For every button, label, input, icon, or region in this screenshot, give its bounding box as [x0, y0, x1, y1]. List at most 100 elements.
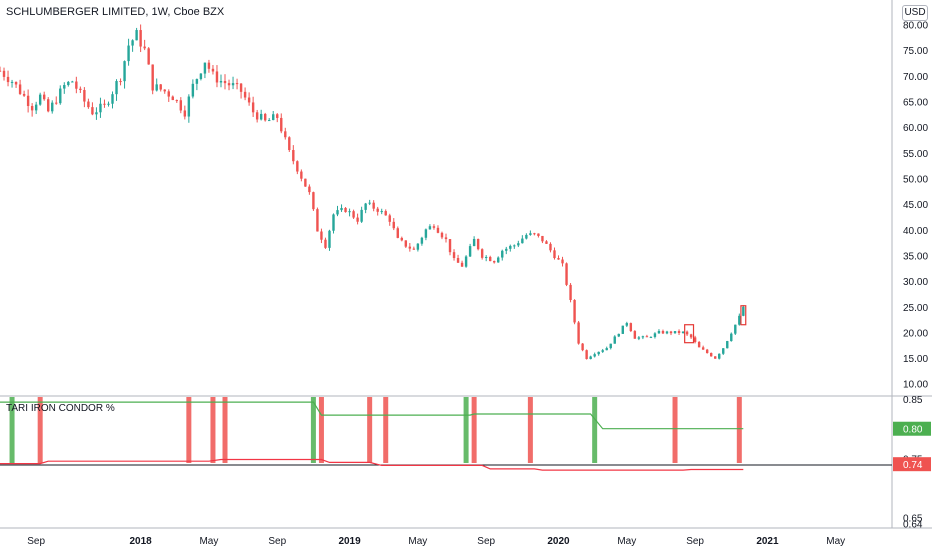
candle-body [525, 234, 528, 239]
candle-body [59, 88, 62, 104]
candle-body [227, 83, 231, 86]
signal-bar-red [672, 397, 678, 463]
signal-bar-red [383, 397, 389, 463]
time-tick-label: Sep [686, 536, 704, 547]
price-tick-label: 65.00 [903, 98, 928, 109]
candle-body [223, 80, 227, 84]
candle-body [742, 306, 745, 316]
candle-body [709, 353, 713, 357]
candle-body [601, 350, 604, 352]
candle-body [714, 356, 717, 359]
candle-body [605, 348, 608, 351]
candle-body [139, 30, 142, 47]
candle-body [324, 239, 327, 248]
price-tick-label: 10.00 [903, 380, 928, 391]
candle-body [657, 330, 661, 334]
candle-body [207, 62, 211, 69]
candle-body [71, 81, 74, 83]
candle-body [420, 237, 424, 244]
candle-body [91, 107, 94, 115]
candle-body [51, 102, 54, 112]
candle-body [404, 240, 408, 247]
candle-body [292, 150, 295, 162]
time-tick-label: 2021 [756, 536, 779, 547]
candle-body [30, 106, 34, 111]
indicator-tick-label: 0.64 [903, 519, 923, 530]
price-tick-label: 70.00 [903, 72, 928, 83]
candle-body [211, 68, 215, 72]
candle-body [6, 76, 10, 83]
candle-body [87, 101, 90, 108]
candle-body [195, 79, 199, 84]
signal-bar-green [310, 397, 316, 463]
candle-body [718, 353, 721, 359]
candle-body [460, 262, 464, 267]
candle-body [513, 245, 516, 247]
candle-body [356, 217, 359, 222]
candle-body [103, 103, 106, 105]
candle-body [26, 95, 30, 107]
time-tick-label: 2018 [130, 536, 153, 547]
candle-body [336, 210, 339, 215]
price-tick-label: 40.00 [903, 226, 928, 237]
candle-body [493, 261, 496, 263]
candle-body [131, 40, 134, 46]
candle-body [127, 45, 130, 62]
candle-body [364, 203, 367, 210]
candle-body [179, 100, 183, 111]
highlight-box [740, 305, 747, 326]
candle-body [276, 114, 279, 118]
indicator-tick-label: 0.85 [903, 395, 923, 406]
candle-body [597, 351, 600, 355]
candle-body [452, 252, 456, 258]
price-tick-label: 80.00 [903, 21, 928, 32]
currency-button[interactable]: USD [902, 5, 928, 21]
signal-bar-green [463, 397, 469, 463]
candle-body [55, 102, 58, 104]
candle-body [432, 226, 436, 228]
candle-body [135, 30, 138, 41]
price-tick-label: 45.00 [903, 200, 928, 211]
candle-body [288, 137, 291, 151]
candle-body [107, 103, 110, 105]
candle-body [384, 211, 387, 216]
candle-body [247, 97, 251, 103]
candle-body [243, 91, 247, 98]
candle-body [199, 73, 203, 80]
candle-body [581, 343, 584, 351]
price-tick-label: 25.00 [903, 303, 928, 314]
time-tick-label: May [617, 536, 636, 547]
candle-body [456, 257, 460, 263]
candle-body [697, 341, 701, 348]
time-tick-label: May [826, 536, 845, 547]
candle-body [328, 230, 331, 248]
candle-body [428, 226, 432, 230]
candle-body [529, 233, 532, 235]
candle-body [123, 61, 126, 82]
price-tick-label: 60.00 [903, 123, 928, 134]
indicator-line-green [0, 401, 744, 430]
value-badge [893, 457, 931, 472]
time-tick-label: 2020 [547, 536, 570, 547]
candle-body [47, 99, 50, 112]
candle-body [348, 211, 351, 213]
signal-bar-red [367, 397, 373, 463]
candle-body [488, 256, 492, 262]
candle-body [231, 83, 235, 86]
candle-body [585, 350, 588, 360]
candle-body [436, 227, 440, 233]
highlight-box [684, 324, 695, 344]
candle-body [396, 228, 399, 238]
candle-body [545, 241, 548, 244]
candle-body [251, 102, 255, 113]
candle-body [665, 331, 669, 334]
price-tick-label: 50.00 [903, 174, 928, 185]
candle-body [400, 237, 404, 241]
candle-body [111, 94, 114, 104]
candle-body [480, 249, 484, 258]
value-badge-label: 0.80 [903, 425, 923, 436]
candle-body [641, 336, 645, 338]
candle-body [316, 209, 319, 232]
candle-body [621, 325, 624, 334]
